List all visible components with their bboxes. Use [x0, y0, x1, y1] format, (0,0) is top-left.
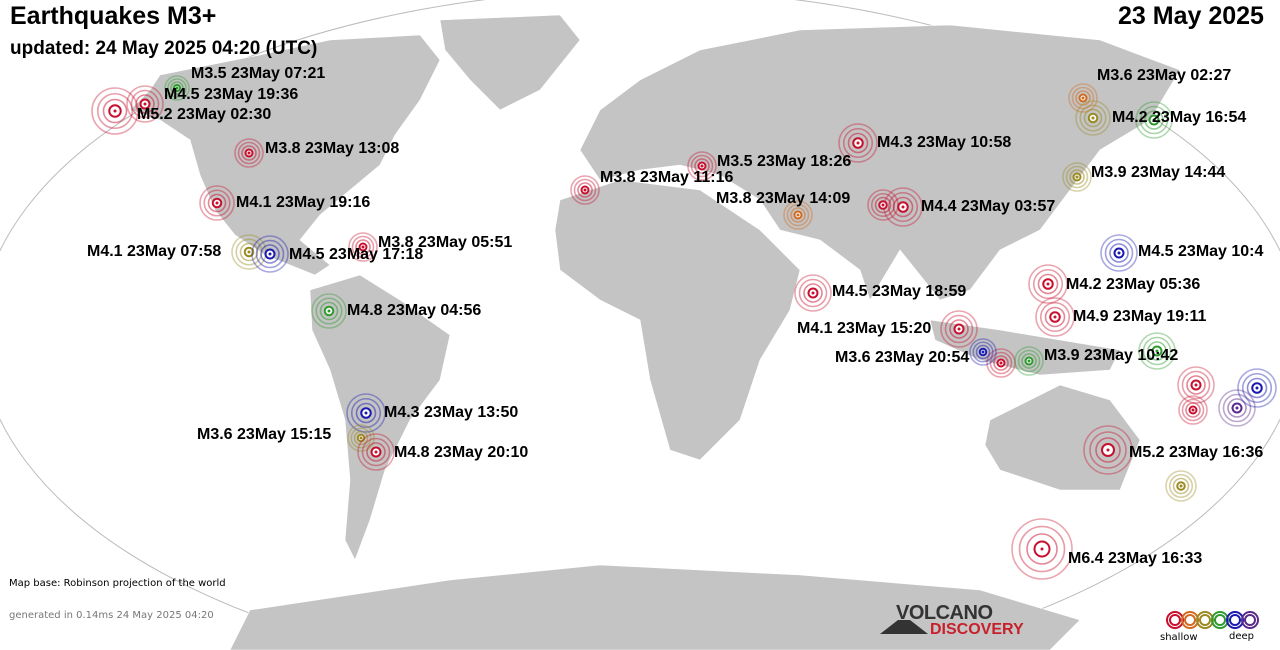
quake-label[interactable]: M4.5 23May 17:18: [289, 246, 424, 263]
quake-marker[interactable]: [794, 274, 832, 312]
quake-marker-unlabeled[interactable]: [1165, 470, 1197, 502]
quake-marker[interactable]: [348, 232, 378, 262]
antarctica: [229, 564, 1081, 650]
indonesia: [929, 319, 1121, 376]
quake-marker[interactable]: [347, 424, 375, 452]
quake-marker-unlabeled[interactable]: [1177, 366, 1215, 404]
south-america: [309, 274, 451, 561]
quake-marker[interactable]: [986, 348, 1016, 378]
quake-markers: [91, 75, 1277, 580]
volcanodiscovery-logo[interactable]: VOLCANO DISCOVERY: [880, 602, 1024, 638]
quake-label[interactable]: M3.8 23May 13:08: [265, 140, 400, 157]
quake-label[interactable]: M5.2 23May 02:30: [137, 106, 272, 123]
greenland: [439, 14, 581, 111]
quake-marker[interactable]: [311, 293, 347, 329]
quake-marker-unlabeled[interactable]: [1135, 101, 1173, 139]
legend-rings: [1166, 611, 1259, 629]
quake-marker-unlabeled[interactable]: [1237, 368, 1277, 408]
quake-marker[interactable]: [199, 185, 235, 221]
quake-label[interactable]: M4.1 23May 07:58: [87, 243, 222, 260]
quake-marker[interactable]: [1062, 162, 1092, 192]
page-title: Earthquakes M3+: [10, 2, 217, 30]
quake-marker-unlabeled[interactable]: [969, 338, 997, 366]
legend-shallow: shallow: [1160, 632, 1198, 643]
quake-label[interactable]: M5.2 23May 16:36: [1129, 444, 1264, 461]
africa: [554, 179, 801, 461]
quake-label[interactable]: M3.6 23May 02:27: [1097, 67, 1232, 84]
quake-label[interactable]: M3.8 23May 11:16: [600, 169, 734, 186]
quake-label[interactable]: M4.5 23May 10:4: [1138, 243, 1264, 260]
legend-ring-blue: [1229, 614, 1241, 626]
australia: [984, 384, 1141, 491]
quake-label[interactable]: M3.5 23May 07:21: [191, 65, 326, 82]
quake-marker[interactable]: [1011, 518, 1073, 580]
legend-deep: deep: [1229, 631, 1254, 642]
quake-label[interactable]: M3.8 23May 14:09: [716, 190, 851, 207]
quake-marker-unlabeled[interactable]: [1138, 332, 1176, 370]
legend-ring-green: [1214, 614, 1226, 626]
quake-label[interactable]: M4.2 23May 05:36: [1066, 276, 1201, 293]
quake-marker[interactable]: [234, 138, 264, 168]
quake-label[interactable]: M4.2 23May 16:54: [1112, 109, 1247, 126]
quake-marker[interactable]: [91, 87, 139, 135]
quake-label[interactable]: M4.3 23May 10:58: [877, 134, 1012, 151]
quake-marker-unlabeled[interactable]: [1178, 395, 1208, 425]
quake-marker[interactable]: [687, 151, 717, 181]
legend-ring-orange: [1184, 614, 1196, 626]
quake-marker[interactable]: [570, 175, 600, 205]
quake-label[interactable]: M3.8 23May 05:51: [378, 234, 513, 251]
quake-marker[interactable]: [346, 393, 386, 433]
quake-label[interactable]: M4.1 23May 19:16: [236, 194, 371, 211]
north-america: [129, 34, 441, 276]
eurasia: [579, 24, 1181, 301]
date-heading: 23 May 2025: [1118, 2, 1264, 30]
quake-label[interactable]: M4.9 23May 19:11: [1073, 308, 1207, 325]
quake-marker-unlabeled[interactable]: [1218, 389, 1256, 427]
quake-marker[interactable]: [1083, 425, 1133, 475]
quake-marker[interactable]: [1068, 83, 1098, 113]
legend-ring-red: [1169, 614, 1181, 626]
quake-label[interactable]: M4.8 23May 20:10: [394, 444, 529, 461]
quake-marker[interactable]: [251, 235, 289, 273]
quake-label[interactable]: M4.8 23May 04:56: [347, 302, 482, 319]
legend-ring-purple: [1244, 614, 1256, 626]
quake-label[interactable]: M4.5 23May 19:36: [164, 86, 299, 103]
generated-note: generated in 0.14ms 24 May 2025 04:20: [9, 610, 214, 621]
quake-marker[interactable]: [164, 75, 190, 101]
quake-marker[interactable]: [1100, 234, 1138, 272]
updated-timestamp: updated: 24 May 2025 04:20 (UTC): [10, 38, 318, 59]
logo-line1: VOLCANO: [896, 602, 993, 624]
volcano-icon: [880, 620, 928, 634]
quake-label[interactable]: M4.5 23May 18:59: [832, 283, 967, 300]
quake-marker[interactable]: [231, 234, 267, 270]
quake-label[interactable]: M3.9 23May 10:42: [1044, 347, 1179, 364]
legend-ring-olive: [1199, 614, 1211, 626]
quake-label[interactable]: M4.3 23May 13:50: [384, 404, 519, 421]
quake-marker[interactable]: [940, 310, 978, 348]
quake-marker[interactable]: [1028, 264, 1068, 304]
quake-label[interactable]: M3.6 23May 20:54: [835, 349, 970, 366]
quake-label[interactable]: M4.1 23May 15:20: [797, 320, 932, 337]
quake-marker[interactable]: [357, 433, 395, 471]
quake-label[interactable]: M4.4 23May 03:57: [921, 198, 1056, 215]
landmasses: [129, 14, 1181, 650]
quake-marker[interactable]: [1014, 346, 1044, 376]
quake-marker[interactable]: [883, 187, 923, 227]
quake-label[interactable]: M3.6 23May 15:15: [197, 426, 332, 443]
map-base-note: Map base: Robinson projection of the wor…: [9, 578, 226, 589]
quake-marker-unlabeled[interactable]: [867, 189, 899, 221]
quake-label[interactable]: M3.9 23May 14:44: [1091, 164, 1226, 181]
quake-marker[interactable]: [1075, 100, 1111, 136]
quake-marker[interactable]: [126, 85, 164, 123]
logo-line2: DISCOVERY: [930, 621, 1024, 638]
quake-marker[interactable]: [838, 123, 878, 163]
quake-marker[interactable]: [783, 200, 813, 230]
quake-label[interactable]: M6.4 23May 16:33: [1068, 550, 1203, 567]
quake-marker[interactable]: [1035, 297, 1075, 337]
quake-label[interactable]: M3.5 23May 18:26: [717, 153, 852, 170]
legend-ring-purple: [1241, 611, 1259, 629]
